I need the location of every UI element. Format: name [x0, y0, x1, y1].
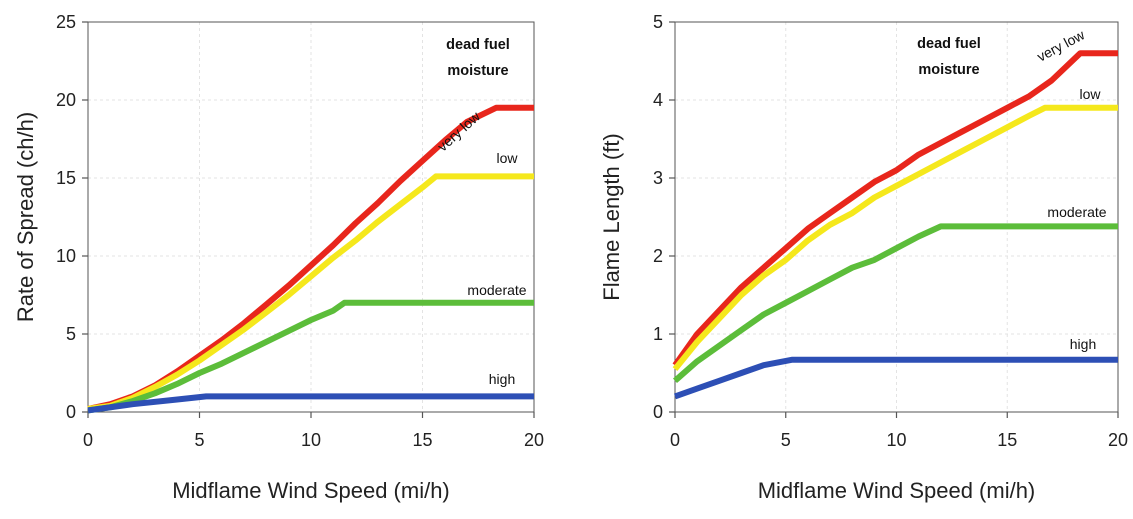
series-line-moderate: [87, 299, 534, 414]
series-line-low: [672, 104, 1118, 371]
y-tick-label: 10: [56, 246, 76, 266]
y-tick-label: 4: [653, 90, 663, 110]
x-tick-label: 0: [670, 430, 680, 450]
x-tick-label: 15: [997, 430, 1017, 450]
series-line-moderate: [673, 223, 1118, 384]
x-tick-label: 20: [1108, 430, 1128, 450]
x-tick-label: 10: [301, 430, 321, 450]
series-label-low: low: [1079, 86, 1101, 102]
series-line-low: [87, 173, 534, 412]
y-tick-label: 15: [56, 168, 76, 188]
rate-of-spread-plot: 0 5 10 15 20 25 0 5 10 15 20 Midflame Wind Speed (m…: [13, 12, 544, 503]
series-line-high: [87, 393, 534, 414]
x-tick-label: 10: [886, 430, 906, 450]
y-tick-label: 25: [56, 12, 76, 32]
y-axis-label: Flame Length (ft): [599, 133, 624, 301]
y-tick-label: 0: [66, 402, 76, 422]
y-tick-label: 1: [653, 324, 663, 344]
series-label-very-low: very low: [1034, 26, 1088, 65]
y-axis-label: Rate of Spread (ch/h): [13, 112, 38, 322]
x-axis-label: Midflame Wind Speed (mi/h): [758, 478, 1036, 503]
flame-length-chart: 0 1 2 3 4 5 0 5 10 15 20 Midflame Wind Speed (mi/h)…: [566, 0, 1133, 519]
series-label-moderate: moderate: [1047, 204, 1106, 220]
y-tick-label: 3: [653, 168, 663, 188]
x-tick-label: 20: [524, 430, 544, 450]
x-tick-label: 5: [194, 430, 204, 450]
x-axis-label: Midflame Wind Speed (mi/h): [172, 478, 450, 503]
legend-title-line: moisture: [918, 62, 979, 78]
x-tick-label: 0: [83, 430, 93, 450]
series-label-high: high: [1070, 336, 1096, 352]
series-line-very-low: [672, 50, 1118, 367]
x-tick-label: 15: [412, 430, 432, 450]
flame-length-plot: 0 1 2 3 4 5 0 5 10 15 20 Midflame Wind Speed (mi/h)…: [599, 12, 1128, 503]
legend-title-line: dead fuel: [446, 37, 510, 53]
series-label-moderate: moderate: [467, 282, 526, 298]
legend-title-line: dead fuel: [917, 36, 981, 52]
series-label-very-low: very low: [434, 108, 484, 155]
series-label-high: high: [489, 371, 515, 387]
series-line-high: [674, 356, 1118, 400]
y-tick-label: 5: [653, 12, 663, 32]
y-tick-label: 20: [56, 90, 76, 110]
y-tick-label: 5: [66, 324, 76, 344]
x-tick-label: 5: [781, 430, 791, 450]
y-tick-label: 0: [653, 402, 663, 422]
legend-title-line: moisture: [447, 63, 508, 79]
y-tick-label: 2: [653, 246, 663, 266]
series-label-low: low: [496, 150, 518, 166]
rate-of-spread-chart: 0 5 10 15 20 25 0 5 10 15 20 Midflame Wind Speed (m…: [0, 0, 566, 519]
